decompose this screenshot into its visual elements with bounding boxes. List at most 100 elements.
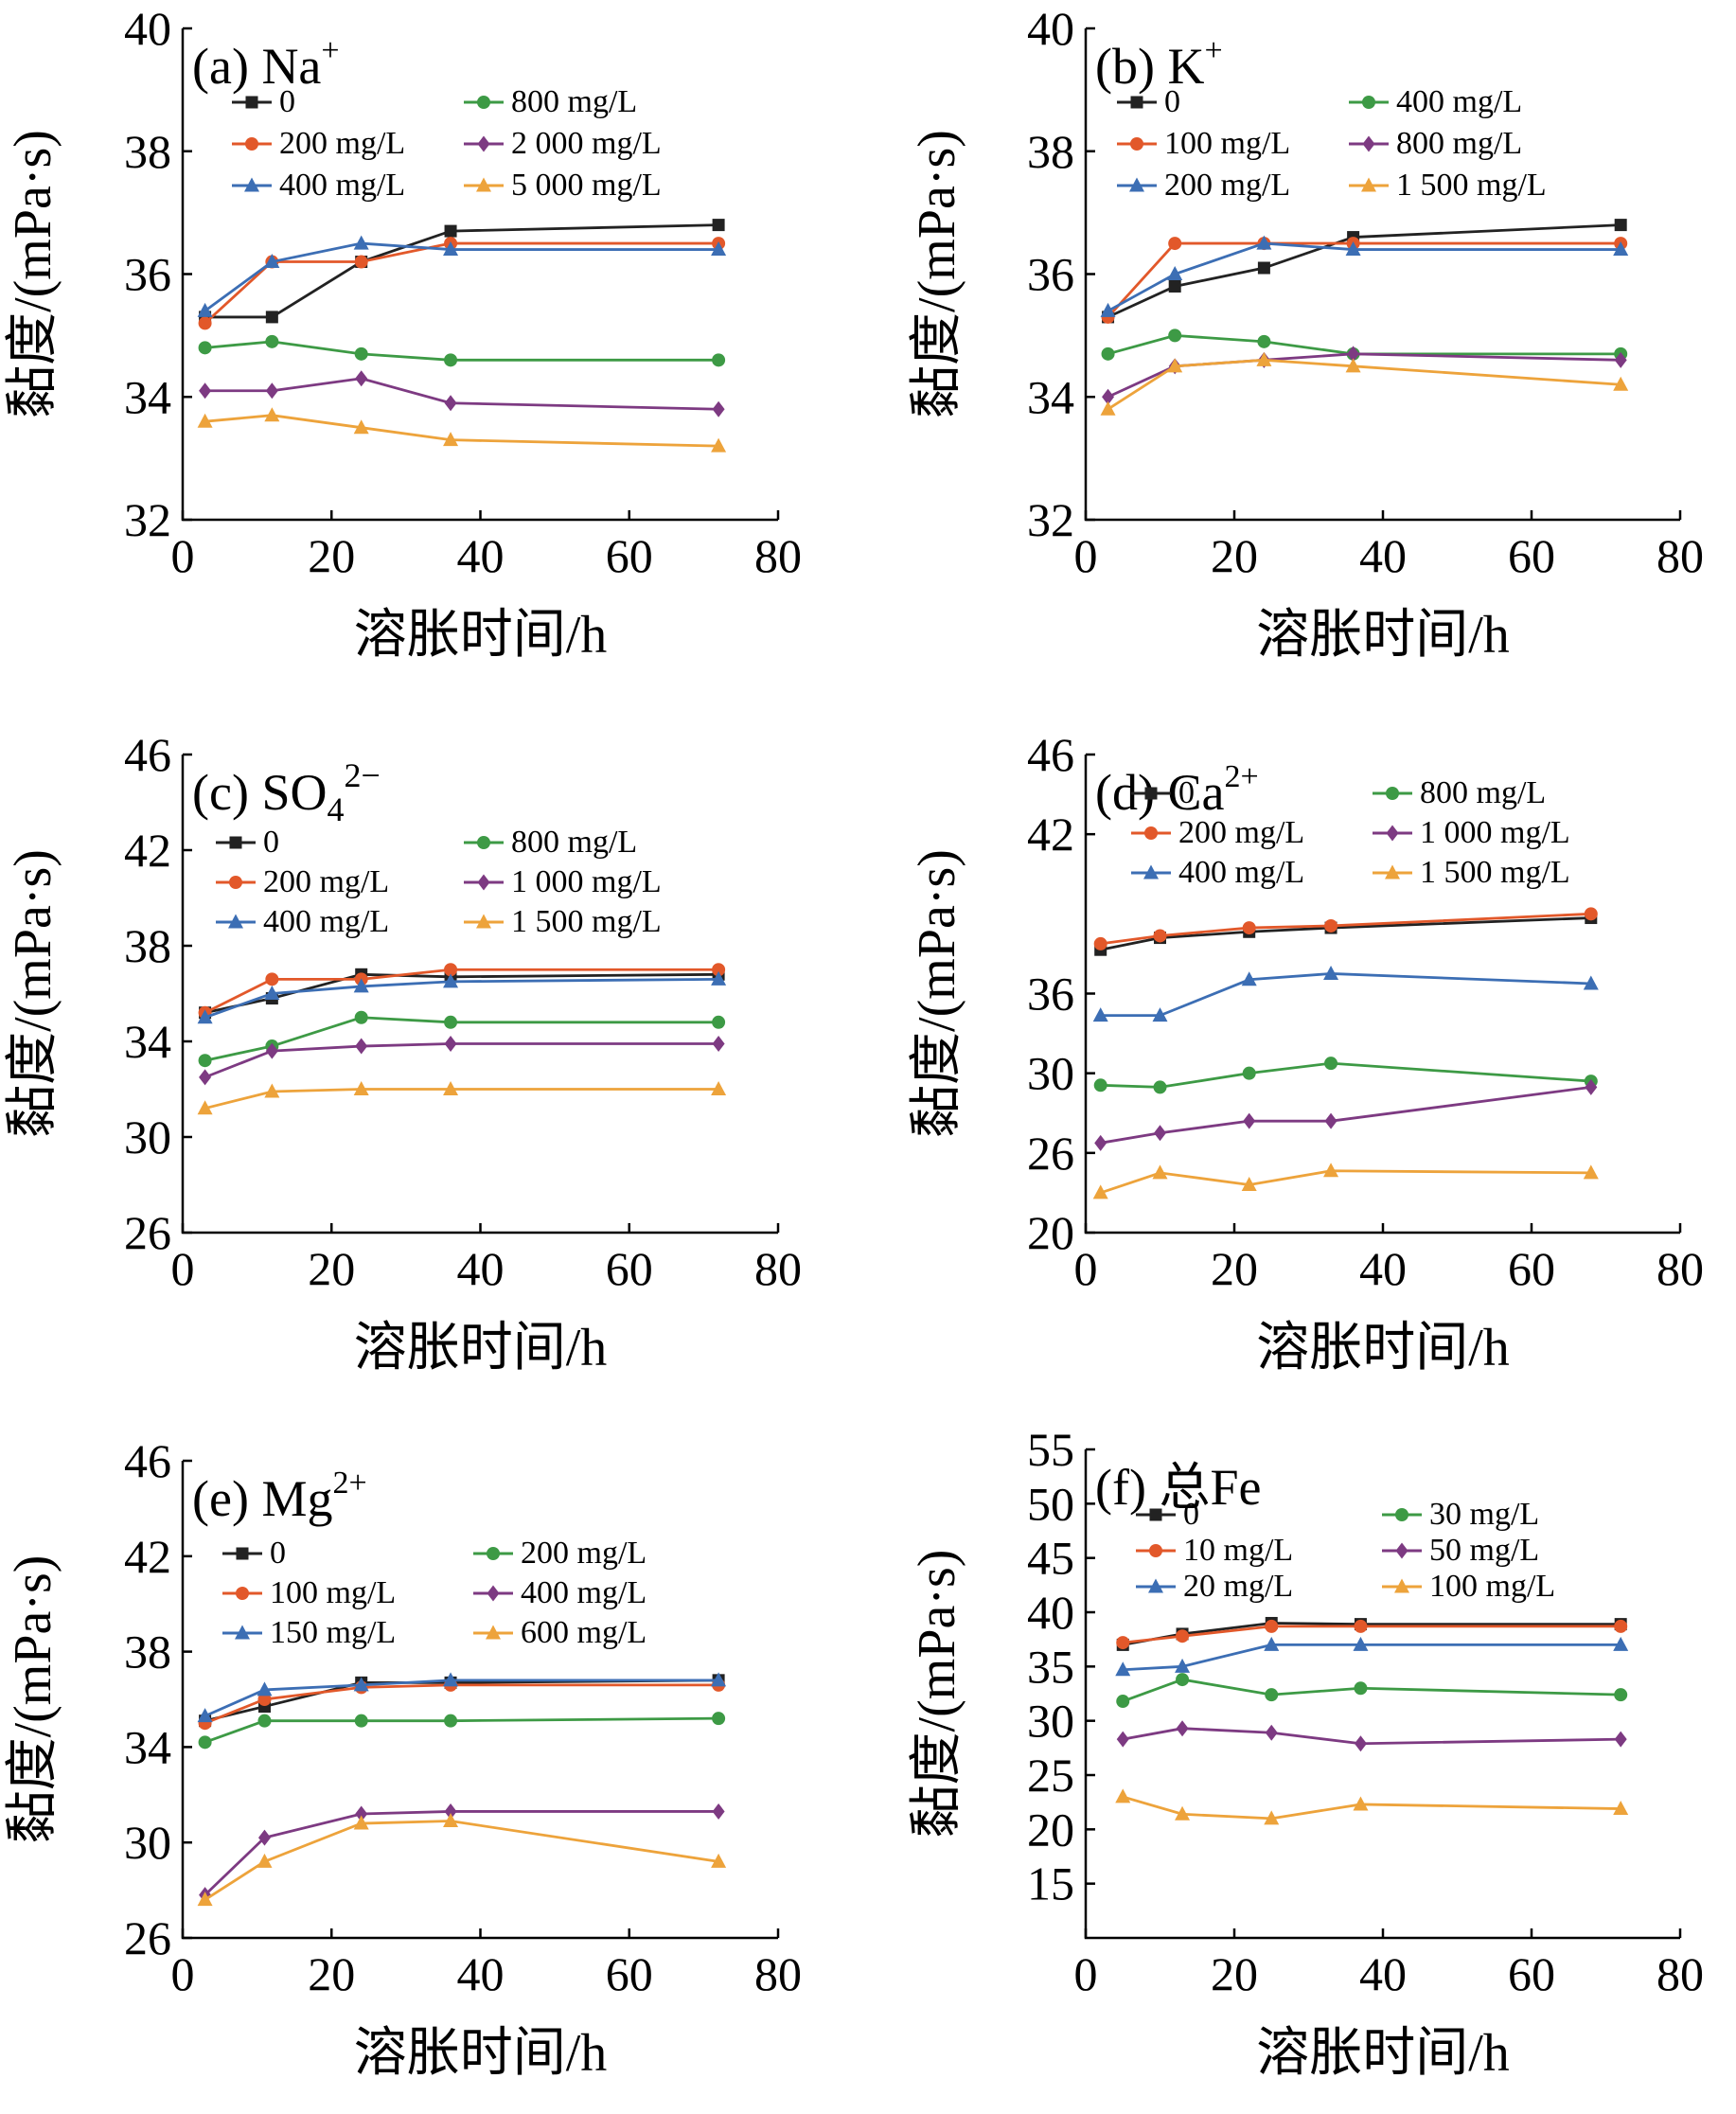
legend-item: 400 mg/L — [1349, 84, 1522, 119]
series-line — [204, 414, 719, 448]
legend-marker — [476, 177, 491, 192]
data-point — [257, 1681, 273, 1697]
chart-panel-a: 0 20 40 60 80 32 34 36 38 40 溶胀时间/h 黏度/(mPa·s) (a) N… — [4, 2, 802, 665]
series-line — [204, 223, 719, 319]
data-point — [1101, 346, 1115, 361]
data-point — [712, 963, 726, 977]
series-2 — [1093, 907, 1598, 950]
data-point — [353, 1677, 369, 1692]
legend-label: 200 mg/L — [1164, 168, 1290, 203]
series-line — [204, 1683, 719, 1725]
x-axis-label: 溶胀时间/h — [1256, 1319, 1510, 1377]
x-tick-label: 40 — [457, 1947, 505, 2000]
data-point — [1152, 1007, 1168, 1022]
legend-item: 30 mg/L — [1382, 1497, 1539, 1532]
x-tick-label: 40 — [1359, 529, 1407, 582]
data-point — [1153, 1080, 1167, 1094]
series-line — [1100, 1086, 1591, 1145]
y-tick-label: 38 — [1027, 125, 1074, 178]
legend-marker — [486, 1625, 501, 1640]
series-line — [204, 377, 719, 411]
legend-item: 1 500 mg/L — [1349, 168, 1547, 203]
panel-title: (d) Ca2+ — [1095, 759, 1259, 821]
legend-marker — [236, 1587, 249, 1600]
data-point — [1176, 1629, 1190, 1643]
legend-item: 800 mg/L — [1373, 775, 1546, 810]
series-line — [1100, 1061, 1591, 1089]
y-tick-label: 34 — [124, 1720, 171, 1773]
legend-label: 800 mg/L — [1396, 126, 1522, 161]
legend-label: 200 mg/L — [521, 1536, 647, 1571]
y-tick-label: 40 — [124, 2, 171, 55]
data-point — [1152, 1164, 1168, 1180]
y-tick-label: 30 — [124, 1816, 171, 1869]
legend-label: 800 mg/L — [511, 84, 637, 119]
legend-item: 400 mg/L — [216, 904, 389, 939]
legend-item: 0 — [222, 1536, 286, 1571]
y-tick-label: 25 — [1027, 1749, 1074, 1802]
data-point — [1100, 400, 1116, 416]
data-point — [1116, 1731, 1129, 1748]
legend-label: 5 000 mg/L — [511, 168, 662, 203]
x-tick-label: 20 — [1211, 1242, 1258, 1295]
series-6 — [1092, 1163, 1599, 1199]
legend-marker — [1385, 864, 1400, 879]
data-point — [355, 1805, 368, 1822]
data-point — [1257, 261, 1270, 275]
y-axis-label: 黏度/(mPa·s) — [4, 1555, 62, 1844]
legend-item: 1 000 mg/L — [464, 864, 662, 899]
data-point — [1585, 1078, 1598, 1095]
legend-marker — [1149, 1544, 1162, 1557]
legend-label: 800 mg/L — [1420, 775, 1546, 810]
panel-title: (a) Na+ — [192, 33, 340, 95]
data-point — [1347, 346, 1360, 363]
data-point — [199, 1069, 212, 1086]
legend-item: 200 mg/L — [1117, 168, 1290, 203]
y-tick-label: 34 — [124, 370, 171, 423]
data-point — [355, 1038, 368, 1055]
y-tick-label: 20 — [1027, 1206, 1074, 1259]
data-point — [1167, 358, 1183, 373]
legend-label: 0 — [1164, 84, 1180, 119]
legend-item: 5 000 mg/L — [464, 168, 662, 203]
legend-label: 400 mg/L — [1178, 855, 1304, 890]
legend-marker — [228, 914, 243, 929]
x-axis-label: 溶胀时间/h — [354, 1319, 608, 1377]
legend-item: 800 mg/L — [1349, 126, 1522, 161]
legend-item: 1 000 mg/L — [1373, 815, 1570, 850]
data-point — [1154, 1125, 1166, 1142]
data-point — [1241, 1177, 1257, 1191]
data-point — [1116, 1636, 1130, 1650]
legend-marker — [1144, 787, 1158, 800]
data-point — [1153, 929, 1167, 943]
legend-marker — [477, 135, 490, 152]
x-tick-label: 60 — [606, 1947, 653, 2000]
y-tick-label: 40 — [1027, 2, 1074, 55]
data-point — [1354, 1681, 1368, 1696]
data-point — [1264, 1636, 1280, 1651]
x-axis-label: 溶胀时间/h — [354, 2024, 608, 2083]
data-point — [711, 1853, 727, 1868]
axis-lines — [1084, 755, 1680, 1235]
data-point — [197, 302, 213, 317]
data-point — [443, 432, 459, 447]
data-point — [1345, 358, 1361, 373]
data-point — [353, 978, 369, 993]
data-point — [1613, 1801, 1629, 1816]
series-3 — [1115, 1636, 1629, 1677]
panel-title: (b) K+ — [1095, 33, 1223, 95]
chart-panel-e: 0 20 40 60 80 26 30 34 38 42 46 溶胀时间/h 黏度/(mPa·s) (e)… — [4, 1434, 802, 2083]
data-point — [443, 973, 459, 988]
legend-marker — [487, 1547, 500, 1560]
y-tick-label: 42 — [1027, 808, 1074, 861]
legend-item: 600 mg/L — [473, 1615, 647, 1650]
data-point — [1354, 1619, 1368, 1633]
legend-item: 200 mg/L — [1131, 815, 1304, 850]
legend-item: 800 mg/L — [464, 84, 637, 119]
legend-item: 100 mg/L — [1117, 126, 1290, 161]
series-4 — [1093, 1057, 1598, 1094]
legend-label: 0 — [263, 825, 279, 860]
x-axis-label: 溶胀时间/h — [1256, 606, 1510, 665]
x-tick-label: 20 — [1211, 1947, 1258, 2000]
series-line — [1107, 358, 1621, 411]
